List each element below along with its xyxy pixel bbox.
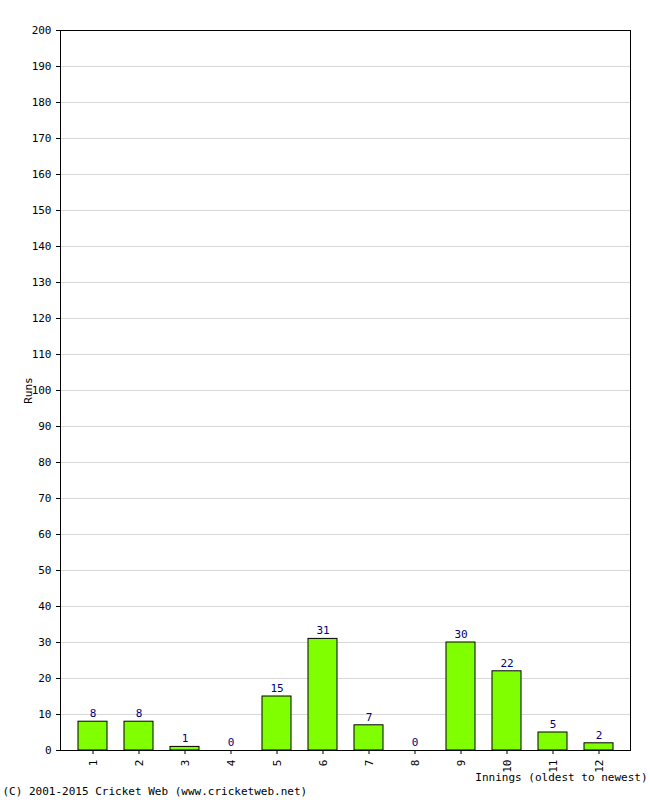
svg-text:5: 5 (550, 718, 557, 731)
svg-text:6: 6 (317, 760, 330, 767)
svg-text:10: 10 (500, 759, 514, 773)
svg-text:130: 130 (32, 276, 52, 289)
svg-text:Runs: Runs (22, 377, 35, 404)
svg-text:90: 90 (38, 420, 51, 433)
svg-text:8: 8 (136, 707, 143, 720)
svg-text:200: 200 (32, 24, 52, 37)
svg-text:(C) 2001-2015 Cricket Web (www: (C) 2001-2015 Cricket Web (www.cricketwe… (3, 785, 308, 798)
svg-text:10: 10 (38, 708, 51, 721)
svg-text:22: 22 (500, 657, 513, 670)
svg-text:3: 3 (179, 760, 192, 767)
svg-text:9: 9 (455, 760, 468, 767)
svg-text:0: 0 (45, 744, 52, 757)
svg-text:190: 190 (32, 60, 52, 73)
svg-text:7: 7 (363, 760, 376, 767)
svg-text:100: 100 (31, 384, 52, 397)
svg-text:8: 8 (90, 707, 97, 720)
svg-text:0: 0 (228, 736, 235, 749)
svg-text:1: 1 (182, 732, 189, 745)
svg-text:30: 30 (454, 628, 467, 641)
svg-text:5: 5 (271, 760, 284, 767)
svg-text:20: 20 (38, 672, 51, 685)
svg-text:170: 170 (32, 132, 52, 145)
svg-text:11: 11 (546, 759, 560, 773)
svg-text:40: 40 (38, 600, 51, 613)
svg-text:70: 70 (38, 492, 51, 505)
svg-text:180: 180 (32, 96, 52, 109)
svg-text:150: 150 (32, 204, 52, 217)
svg-text:0: 0 (412, 736, 419, 749)
svg-text:80: 80 (38, 456, 51, 469)
svg-text:30: 30 (38, 636, 51, 649)
svg-text:110: 110 (32, 348, 52, 361)
svg-text:7: 7 (366, 711, 373, 724)
svg-text:160: 160 (32, 168, 52, 181)
svg-text:140: 140 (32, 240, 52, 253)
svg-text:15: 15 (270, 682, 283, 695)
svg-text:Innings (oldest to newest): Innings (oldest to newest) (475, 771, 647, 784)
svg-text:2: 2 (596, 729, 603, 742)
svg-text:31: 31 (316, 624, 329, 637)
svg-text:12: 12 (592, 759, 606, 773)
svg-text:8: 8 (409, 760, 422, 767)
svg-text:4: 4 (225, 759, 238, 766)
svg-text:2: 2 (133, 760, 146, 767)
svg-text:50: 50 (38, 564, 51, 577)
svg-text:60: 60 (38, 528, 51, 541)
svg-text:120: 120 (32, 312, 52, 325)
svg-text:1: 1 (87, 760, 100, 767)
